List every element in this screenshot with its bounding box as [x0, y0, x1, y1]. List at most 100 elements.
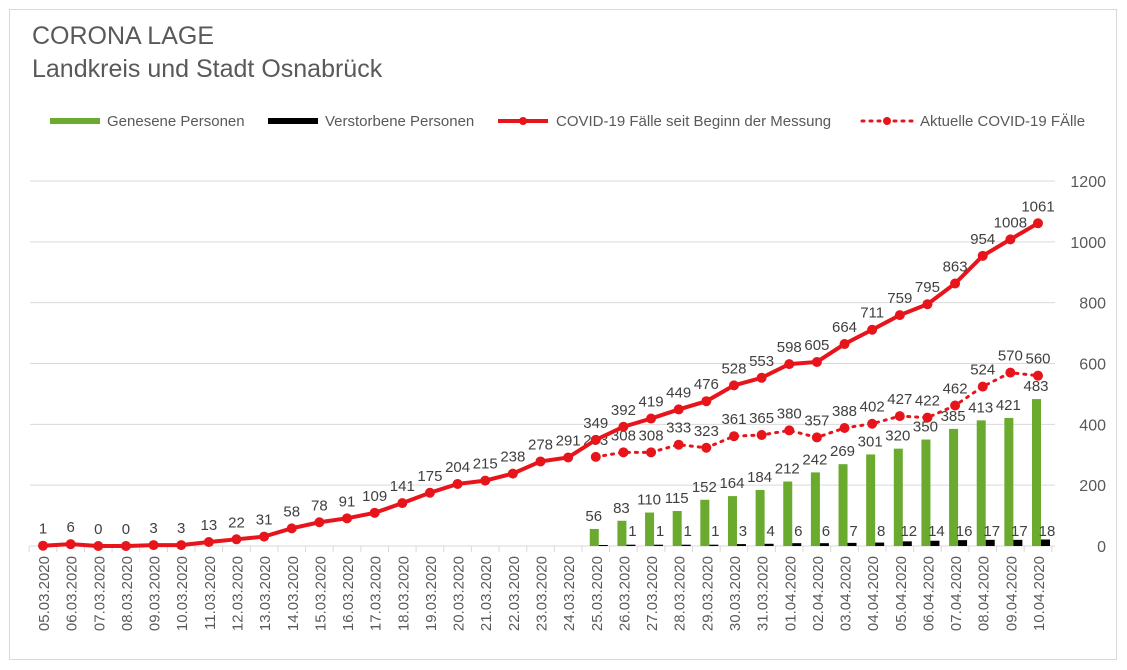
bar-genesene — [810, 472, 820, 546]
bar-verstorbene — [875, 542, 885, 546]
label-verstorbene: 16 — [956, 523, 973, 540]
x-tick-label: 05.04.2020 — [893, 556, 910, 631]
x-tick-label: 30.03.2020 — [727, 556, 744, 631]
bar-genesene — [866, 454, 876, 546]
aktuelle-marker — [756, 429, 767, 440]
bar-genesene — [727, 496, 737, 546]
faelle-label: 528 — [721, 360, 746, 377]
x-tick-label: 11.03.2020 — [202, 556, 219, 630]
legend-label-faelle: COVID-19 Fälle seit Beginn der Messung — [556, 113, 831, 130]
faelle-marker — [590, 434, 601, 445]
faelle-marker — [452, 478, 463, 489]
faelle-label: 419 — [639, 394, 664, 411]
x-tick-label: 29.03.2020 — [699, 556, 716, 631]
faelle-marker — [977, 250, 988, 261]
aktuelle-marker — [728, 431, 739, 442]
bar-verstorbene — [709, 544, 719, 546]
aktuelle-label: 524 — [970, 362, 995, 379]
aktuelle-marker — [839, 422, 850, 433]
label-genesene: 56 — [585, 508, 602, 525]
x-tick-label: 23.03.2020 — [534, 556, 551, 631]
legend-label-aktuelle: Aktuelle COVID-19 FÄlle — [920, 113, 1085, 130]
bar-verstorbene — [736, 544, 746, 546]
bar-verstorbene — [681, 544, 691, 546]
faelle-marker — [120, 541, 131, 551]
faelle-marker — [203, 537, 214, 548]
legend-label-genesene: Genesene Personen — [107, 113, 245, 130]
x-tick-label: 07.03.2020 — [91, 556, 108, 631]
faelle-marker — [894, 310, 905, 321]
bar-genesene — [672, 511, 682, 546]
faelle-marker — [950, 278, 961, 289]
x-tick-label: 24.03.2020 — [561, 556, 578, 631]
x-tick-label: 20.03.2020 — [451, 556, 468, 631]
aktuelle-marker — [1005, 367, 1016, 378]
label-verstorbene: 1 — [711, 523, 719, 540]
bar-verstorbene — [930, 540, 940, 546]
label-genesene: 301 — [858, 433, 883, 450]
faelle-label: 449 — [666, 384, 691, 401]
faelle-marker — [922, 299, 933, 310]
faelle-label: 476 — [694, 376, 719, 393]
faelle-label: 6 — [66, 519, 74, 536]
aktuelle-label: 323 — [694, 423, 719, 440]
label-verstorbene: 14 — [928, 523, 945, 540]
label-genesene: 164 — [719, 475, 744, 492]
x-tick-label: 05.03.2020 — [36, 556, 53, 631]
label-verstorbene: 1 — [628, 523, 636, 540]
faelle-marker — [756, 372, 767, 383]
bar-genesene — [700, 499, 710, 546]
label-verstorbene: 3 — [739, 523, 747, 540]
x-tick-label: 18.03.2020 — [395, 556, 412, 631]
faelle-marker — [646, 413, 657, 424]
faelle-label: 238 — [500, 449, 525, 466]
chart-title: CORONA LAGE — [32, 22, 214, 50]
bar-genesene — [976, 420, 986, 546]
faelle-label: 31 — [256, 512, 273, 529]
label-verstorbene: 1 — [684, 523, 692, 540]
aktuelle-label: 357 — [804, 412, 829, 429]
bar-genesene — [589, 528, 599, 546]
bar-verstorbene — [654, 544, 664, 546]
faelle-label: 0 — [94, 521, 102, 538]
faelle-label: 58 — [283, 503, 300, 520]
faelle-marker — [507, 468, 518, 479]
bar-verstorbene — [819, 543, 829, 546]
bar-genesene — [838, 464, 848, 546]
aktuelle-marker — [894, 411, 905, 422]
x-tick-label: 09.03.2020 — [147, 556, 164, 631]
faelle-label: 1008 — [994, 214, 1027, 231]
faelle-marker — [1033, 218, 1043, 229]
aktuelle-marker — [867, 418, 878, 429]
y-tick-label: 800 — [1079, 296, 1106, 313]
aktuelle-marker — [618, 447, 629, 458]
aktuelle-label: 427 — [887, 391, 912, 408]
faelle-label: 3 — [149, 520, 157, 537]
faelle-marker — [93, 541, 104, 551]
bar-verstorbene — [764, 543, 774, 546]
faelle-label: 91 — [339, 493, 356, 510]
faelle-marker — [259, 531, 270, 542]
faelle-label: 1061 — [1021, 198, 1054, 215]
label-genesene: 152 — [692, 479, 717, 496]
bar-verstorbene — [1041, 539, 1050, 546]
aktuelle-label: 361 — [721, 411, 746, 428]
aktuelle-label: 422 — [915, 393, 940, 410]
faelle-marker — [369, 507, 380, 518]
label-verstorbene: 8 — [877, 523, 885, 540]
x-tick-label: 21.03.2020 — [478, 556, 495, 631]
faelle-label: 759 — [887, 290, 912, 307]
faelle-marker — [1005, 234, 1016, 245]
faelle-marker — [148, 540, 159, 551]
faelle-label: 291 — [556, 432, 581, 449]
label-verstorbene: 12 — [900, 523, 917, 540]
aktuelle-marker — [922, 412, 933, 423]
faelle-marker — [839, 339, 850, 350]
chart-frame — [9, 9, 1117, 660]
faelle-marker — [867, 324, 878, 335]
x-tick-label: 12.03.2020 — [229, 556, 246, 631]
faelle-label: 795 — [915, 279, 940, 296]
bar-genesene — [617, 520, 627, 546]
label-verstorbene: 1 — [656, 523, 664, 540]
